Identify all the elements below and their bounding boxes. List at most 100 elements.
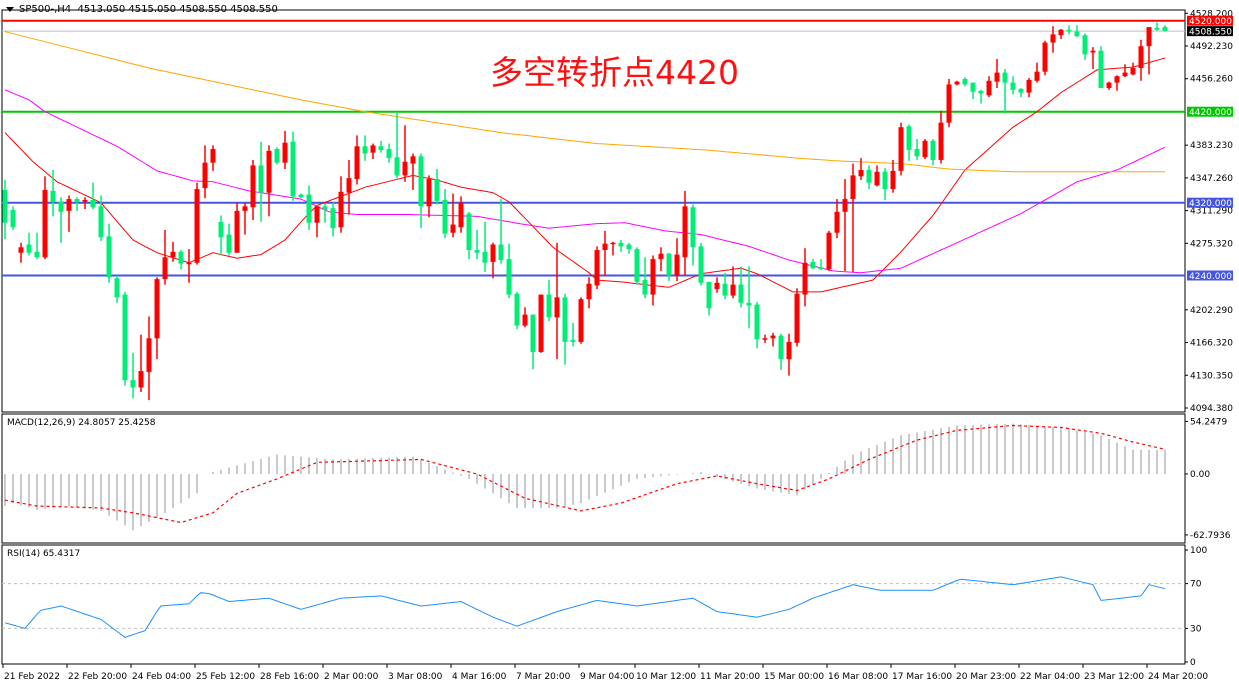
candle xyxy=(1042,40,1048,76)
candle xyxy=(530,314,536,370)
candle xyxy=(354,135,360,185)
axes: 4528.200 4492.230 4456.260 4383.230 4347.260… xyxy=(2,9,1233,682)
candle xyxy=(1050,26,1056,53)
candle xyxy=(626,242,632,254)
candle xyxy=(114,275,120,303)
candle xyxy=(1122,64,1128,78)
candle-body xyxy=(666,253,672,276)
candle xyxy=(410,153,416,190)
candle xyxy=(282,130,288,170)
candle xyxy=(1098,46,1104,89)
candle-body xyxy=(714,282,720,290)
candle-body xyxy=(426,179,432,207)
candle xyxy=(394,111,400,179)
candle-body xyxy=(866,169,872,183)
candle xyxy=(666,252,672,281)
candle-body xyxy=(74,199,80,202)
candle xyxy=(122,291,128,386)
candle-body xyxy=(650,259,656,295)
candle xyxy=(642,257,648,299)
price-tick-label: 4528.200 xyxy=(1190,9,1233,19)
candle xyxy=(514,291,520,330)
candle xyxy=(298,193,304,199)
candle xyxy=(538,294,544,353)
price-tag-label: 4420.000 xyxy=(1189,108,1232,118)
candle-body xyxy=(250,165,256,208)
price-tick-label: 4492.230 xyxy=(1190,42,1233,52)
candle-body xyxy=(522,314,528,326)
candle-body xyxy=(314,206,320,223)
candle-body xyxy=(338,191,344,228)
candle xyxy=(714,277,720,293)
candle xyxy=(162,230,168,285)
candle-body xyxy=(138,371,144,388)
candle xyxy=(738,266,744,308)
candle-body xyxy=(882,171,888,190)
price-tag-label: 4508.550 xyxy=(1189,28,1232,38)
candle xyxy=(194,182,200,265)
candle xyxy=(58,197,64,243)
time-tick-label: 22 Mar 04:00 xyxy=(1020,672,1080,682)
candle-body xyxy=(738,284,744,303)
candle-body xyxy=(98,206,104,238)
candle xyxy=(1010,76,1016,95)
candle-body xyxy=(802,262,808,295)
time-tick-label: 24 Mar 20:00 xyxy=(1148,672,1208,682)
candle-body xyxy=(938,122,944,160)
candle xyxy=(98,195,104,241)
candle-body xyxy=(690,207,696,248)
candle xyxy=(786,333,792,376)
candle xyxy=(1106,81,1112,90)
candle-body xyxy=(954,81,960,85)
candle-body xyxy=(218,221,224,238)
rsi-tick-label: 30 xyxy=(1190,624,1202,634)
candle-body xyxy=(50,190,56,202)
candle xyxy=(1074,25,1080,38)
panel-frame-1 xyxy=(1,413,1186,544)
candle xyxy=(1154,22,1160,31)
candle-body xyxy=(1138,46,1144,69)
ohlc-readout: 4513.050 4515.050 4508.550 4508.550 xyxy=(77,4,278,15)
price-tag xyxy=(1187,197,1233,208)
candle xyxy=(938,110,944,164)
price-tag xyxy=(1187,106,1233,117)
candle xyxy=(802,248,808,307)
rsi-label: RSI(14) 65.4317 xyxy=(7,549,81,559)
candle-body xyxy=(1154,28,1160,30)
dropdown-triangle-icon[interactable] xyxy=(6,6,14,12)
candle-body xyxy=(906,126,912,150)
candle-body xyxy=(730,284,736,296)
candle xyxy=(274,147,280,165)
candle xyxy=(66,195,72,232)
candle xyxy=(242,202,248,235)
candle-body xyxy=(914,149,920,157)
candle xyxy=(562,293,568,365)
candle-body xyxy=(346,178,352,193)
candle xyxy=(138,334,144,392)
candle-body xyxy=(18,247,24,253)
candle xyxy=(346,159,352,215)
candle xyxy=(858,158,864,180)
candle-body xyxy=(970,82,976,92)
candle-body xyxy=(34,251,40,258)
candle-body xyxy=(858,169,864,177)
candle xyxy=(322,203,328,223)
candle xyxy=(954,80,960,86)
time-tick-label: 2 Mar 00:00 xyxy=(324,672,379,682)
candle-body xyxy=(810,261,816,269)
price-tag-label: 4520.000 xyxy=(1189,17,1232,27)
candle xyxy=(1130,62,1136,76)
price-tag-label: 4320.000 xyxy=(1189,199,1232,209)
candle xyxy=(154,277,160,360)
candle-body xyxy=(642,280,648,295)
candle xyxy=(834,199,840,239)
candle-body xyxy=(266,150,272,193)
macd-tick-label: 54.2479 xyxy=(1190,417,1227,427)
candle xyxy=(866,165,872,190)
candle-body xyxy=(570,340,576,342)
candle-body xyxy=(978,90,984,94)
pivot-annotation: 多空转折点4420 xyxy=(490,53,739,92)
candle-body xyxy=(274,149,280,163)
candle xyxy=(578,297,584,344)
